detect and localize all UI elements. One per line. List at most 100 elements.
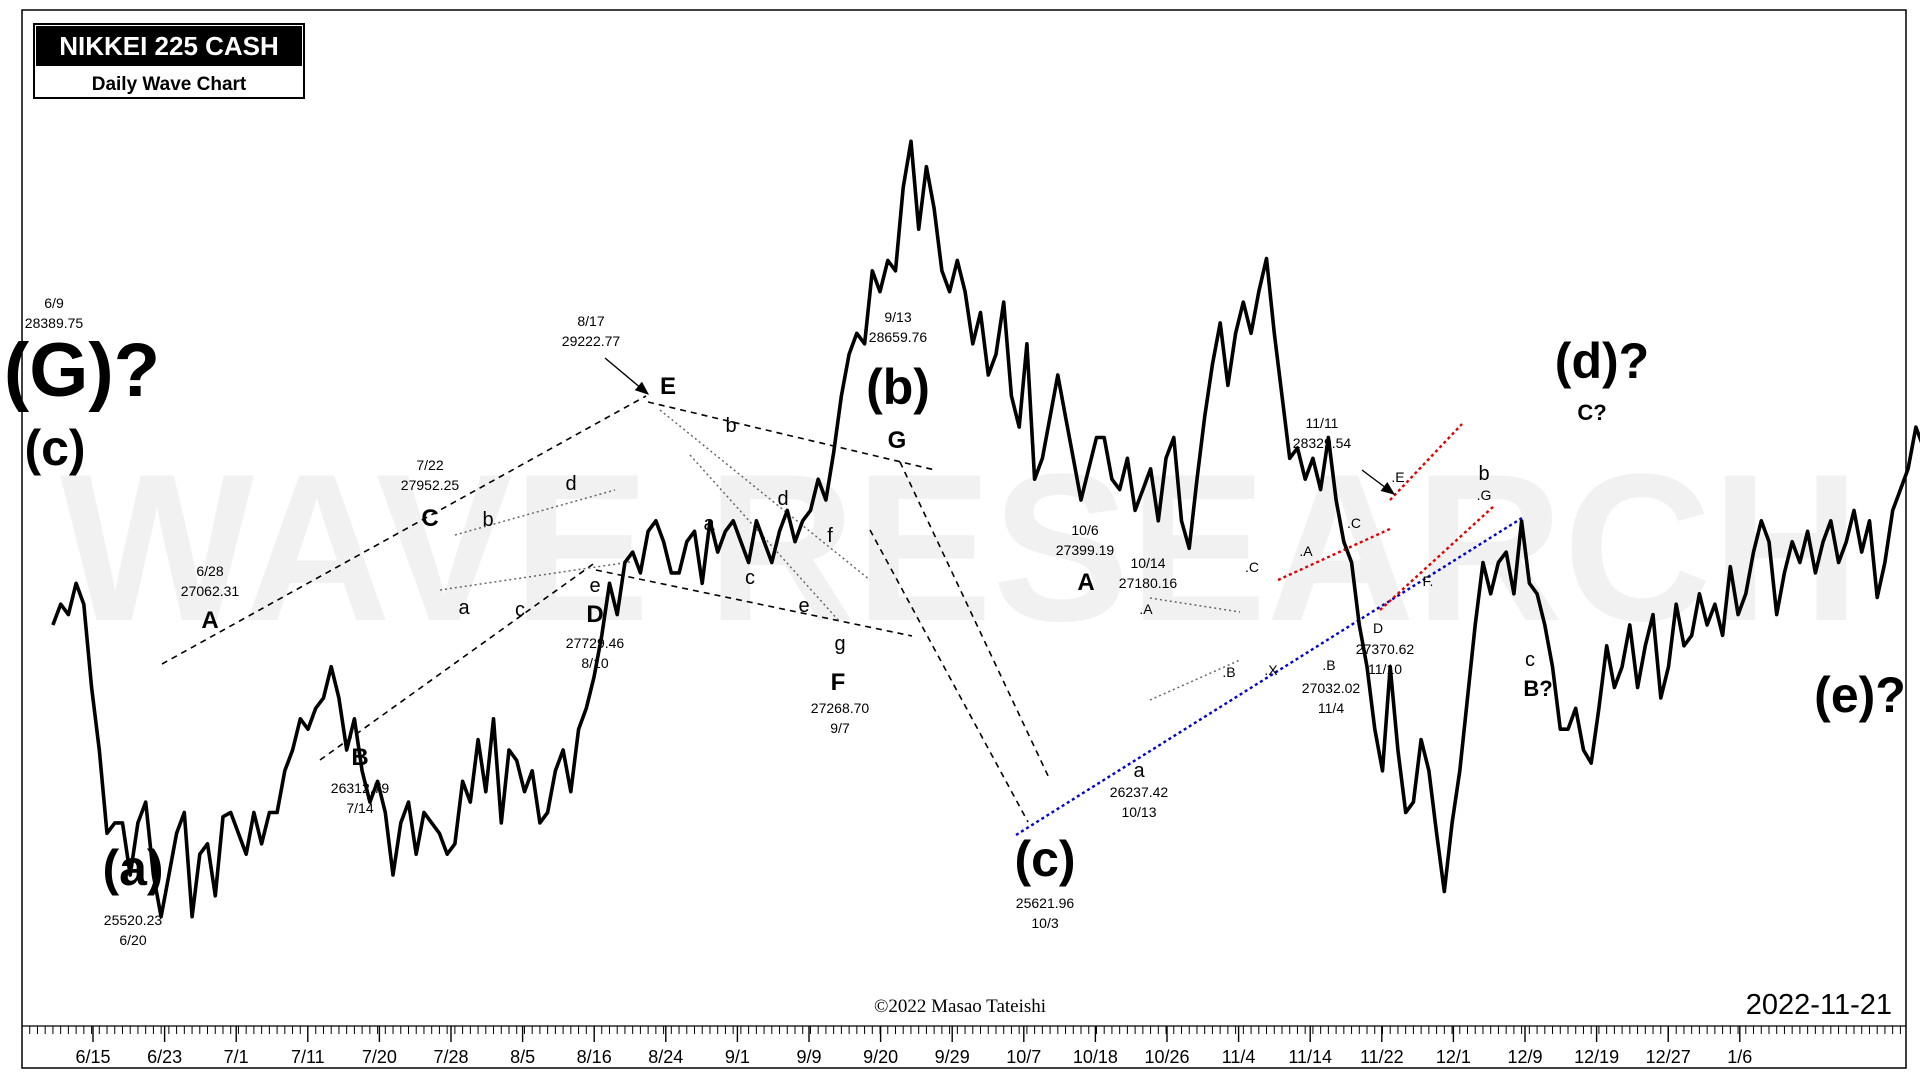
x-axis-tick-label: 7/1: [224, 1047, 249, 1067]
x-axis-tick-label: 9/1: [725, 1047, 750, 1067]
arrow-e-small: [1361, 469, 1396, 495]
x-axis-tick-label: 11/4: [1222, 1047, 1256, 1067]
copyright: ©2022 Masao Tateishi: [874, 996, 1046, 1017]
trend-lines-red: [1277, 423, 1495, 611]
wave-label: d: [565, 473, 576, 495]
x-axis-tick-label: 9/9: [796, 1047, 821, 1067]
price-note: 25520.23 6/20: [104, 912, 163, 948]
price-note: 7/22 27952.25: [401, 457, 460, 493]
price-note-line: 25621.96: [1016, 895, 1075, 911]
x-axis-tick-label: 9/29: [935, 1047, 970, 1067]
price-note-line: 11/10: [1368, 661, 1402, 677]
price-note-line: 6/9: [44, 295, 64, 311]
price-note-line: 28329.54: [1293, 435, 1352, 451]
wave-label: A: [1077, 569, 1094, 596]
price-note-line: 11/4: [1318, 700, 1344, 716]
x-axis-tick-label: 10/26: [1144, 1047, 1189, 1067]
price-note-line: 27268.70: [811, 700, 870, 716]
wave-label: (c): [24, 420, 85, 476]
wave-label: .B: [1322, 657, 1335, 673]
wave-label: f: [827, 525, 833, 547]
price-note: 6/28 27062.31: [181, 563, 240, 599]
x-axis-tick-label: 11/14: [1288, 1047, 1332, 1067]
wave-label: b: [725, 415, 736, 437]
x-axis-tick-label: 12/19: [1574, 1047, 1619, 1067]
price-note-line: 28389.75: [25, 315, 84, 331]
price-note: 8/17 29222.77: [562, 313, 621, 349]
price-note: 27729.46 8/10: [566, 635, 625, 671]
price-note-line: 10/3: [1031, 915, 1058, 931]
wave-label: B?: [1523, 676, 1552, 701]
price-note-line: 27062.31: [181, 583, 240, 599]
wave-label: .X: [1264, 662, 1278, 678]
price-note-line: 26237.42: [1110, 784, 1169, 800]
x-axis-tick-label: 8/24: [648, 1047, 683, 1067]
wave-label: .C: [1245, 559, 1259, 575]
wave-label: E: [660, 373, 676, 400]
wave-label: c: [1525, 649, 1535, 671]
x-axis-tick-label: 8/16: [577, 1047, 612, 1067]
x-axis-labels: 6/15 6/23 7/1 7/11 7/20 7/28 8/5 8/16 8/24 9/1 9/9…: [75, 1047, 1752, 1067]
price-note-line: 26312.79: [331, 780, 390, 796]
wave-label: .G: [1477, 487, 1492, 503]
price-note-line: 10/13: [1121, 804, 1156, 820]
x-axis-tick-label: 6/15: [75, 1047, 110, 1067]
price-note-line: 27729.46: [566, 635, 625, 651]
wave-label: a: [1133, 760, 1145, 782]
chart-subtitle: Daily Wave Chart: [92, 74, 247, 95]
price-note-line: 25520.23: [104, 912, 163, 928]
price-note-line: 9/13: [884, 309, 911, 325]
tiny-wave-labels: .A .B .C .X .A .B .C D .E F. .G: [1139, 469, 1491, 680]
wave-label: C: [421, 505, 438, 532]
x-axis-tick-label: 12/1: [1436, 1047, 1471, 1067]
wave-label: (d)?: [1555, 333, 1649, 389]
wave-label: (G)?: [4, 328, 160, 413]
wave-label: c: [745, 567, 755, 589]
x-axis-tick-label: 10/18: [1073, 1047, 1118, 1067]
wave-label: D: [1373, 620, 1383, 636]
price-note: 27032.02 11/4: [1302, 680, 1361, 716]
wave-label: a: [458, 597, 470, 619]
price-note-line: 27399.19: [1056, 542, 1115, 558]
plot-frame: [21, 9, 1907, 1069]
price-note: 27370.62 11/10: [1356, 641, 1415, 677]
price-note-line: 27370.62: [1356, 641, 1415, 657]
mid-wave-labels: A B C D E F G A: [201, 373, 1094, 771]
price-note-line: 6/28: [196, 563, 223, 579]
x-axis-tick-label: 9/20: [863, 1047, 898, 1067]
x-axis-tick-label: 8/5: [510, 1047, 535, 1067]
x-axis-tick-label: 7/20: [362, 1047, 397, 1067]
price-note: 26237.42 10/13: [1110, 784, 1169, 820]
price-note: 10/6 27399.19: [1056, 522, 1115, 558]
wave-label: .A: [1299, 543, 1313, 559]
title-box: NIKKEI 225 CASH Daily Wave Chart: [33, 23, 305, 99]
wave-label: G: [888, 427, 907, 454]
x-axis-tick-label: 6/23: [147, 1047, 182, 1067]
x-axis-ticks: [21, 1026, 1901, 1042]
price-note-line: 29222.77: [562, 333, 621, 349]
wave-label: (c): [1014, 831, 1075, 887]
x-axis-tick-label: 1/6: [1727, 1047, 1752, 1067]
wave-label: D: [586, 601, 603, 628]
price-note-line: 7/14: [346, 800, 373, 816]
wave-label: e: [798, 595, 809, 617]
price-note: 6/9 28389.75: [25, 295, 84, 331]
price-note-line: 27180.16: [1119, 575, 1178, 591]
price-note-line: 8/10: [581, 655, 608, 671]
price-note-line: 6/20: [119, 932, 146, 948]
price-note-line: 10/6: [1071, 522, 1098, 538]
wave-label: g: [834, 633, 845, 655]
wave-label: F: [831, 669, 846, 696]
x-axis-tick-label: 12/9: [1507, 1047, 1542, 1067]
price-note: 10/14 27180.16: [1119, 555, 1178, 591]
big-wave-labels: (G)? (c) (a) (b) (c) (d)? (e)?: [4, 328, 1906, 896]
x-axis-tick-label: 7/28: [433, 1047, 468, 1067]
wave-label: b: [482, 509, 493, 531]
price-note: 26312.79 7/14: [331, 780, 390, 816]
wave-label: a: [703, 513, 715, 535]
price-note-line: 10/14: [1130, 555, 1165, 571]
arrow-e-peak: [604, 357, 650, 395]
wave-label: c: [515, 599, 525, 621]
x-axis-tick-label: 10/7: [1006, 1047, 1041, 1067]
